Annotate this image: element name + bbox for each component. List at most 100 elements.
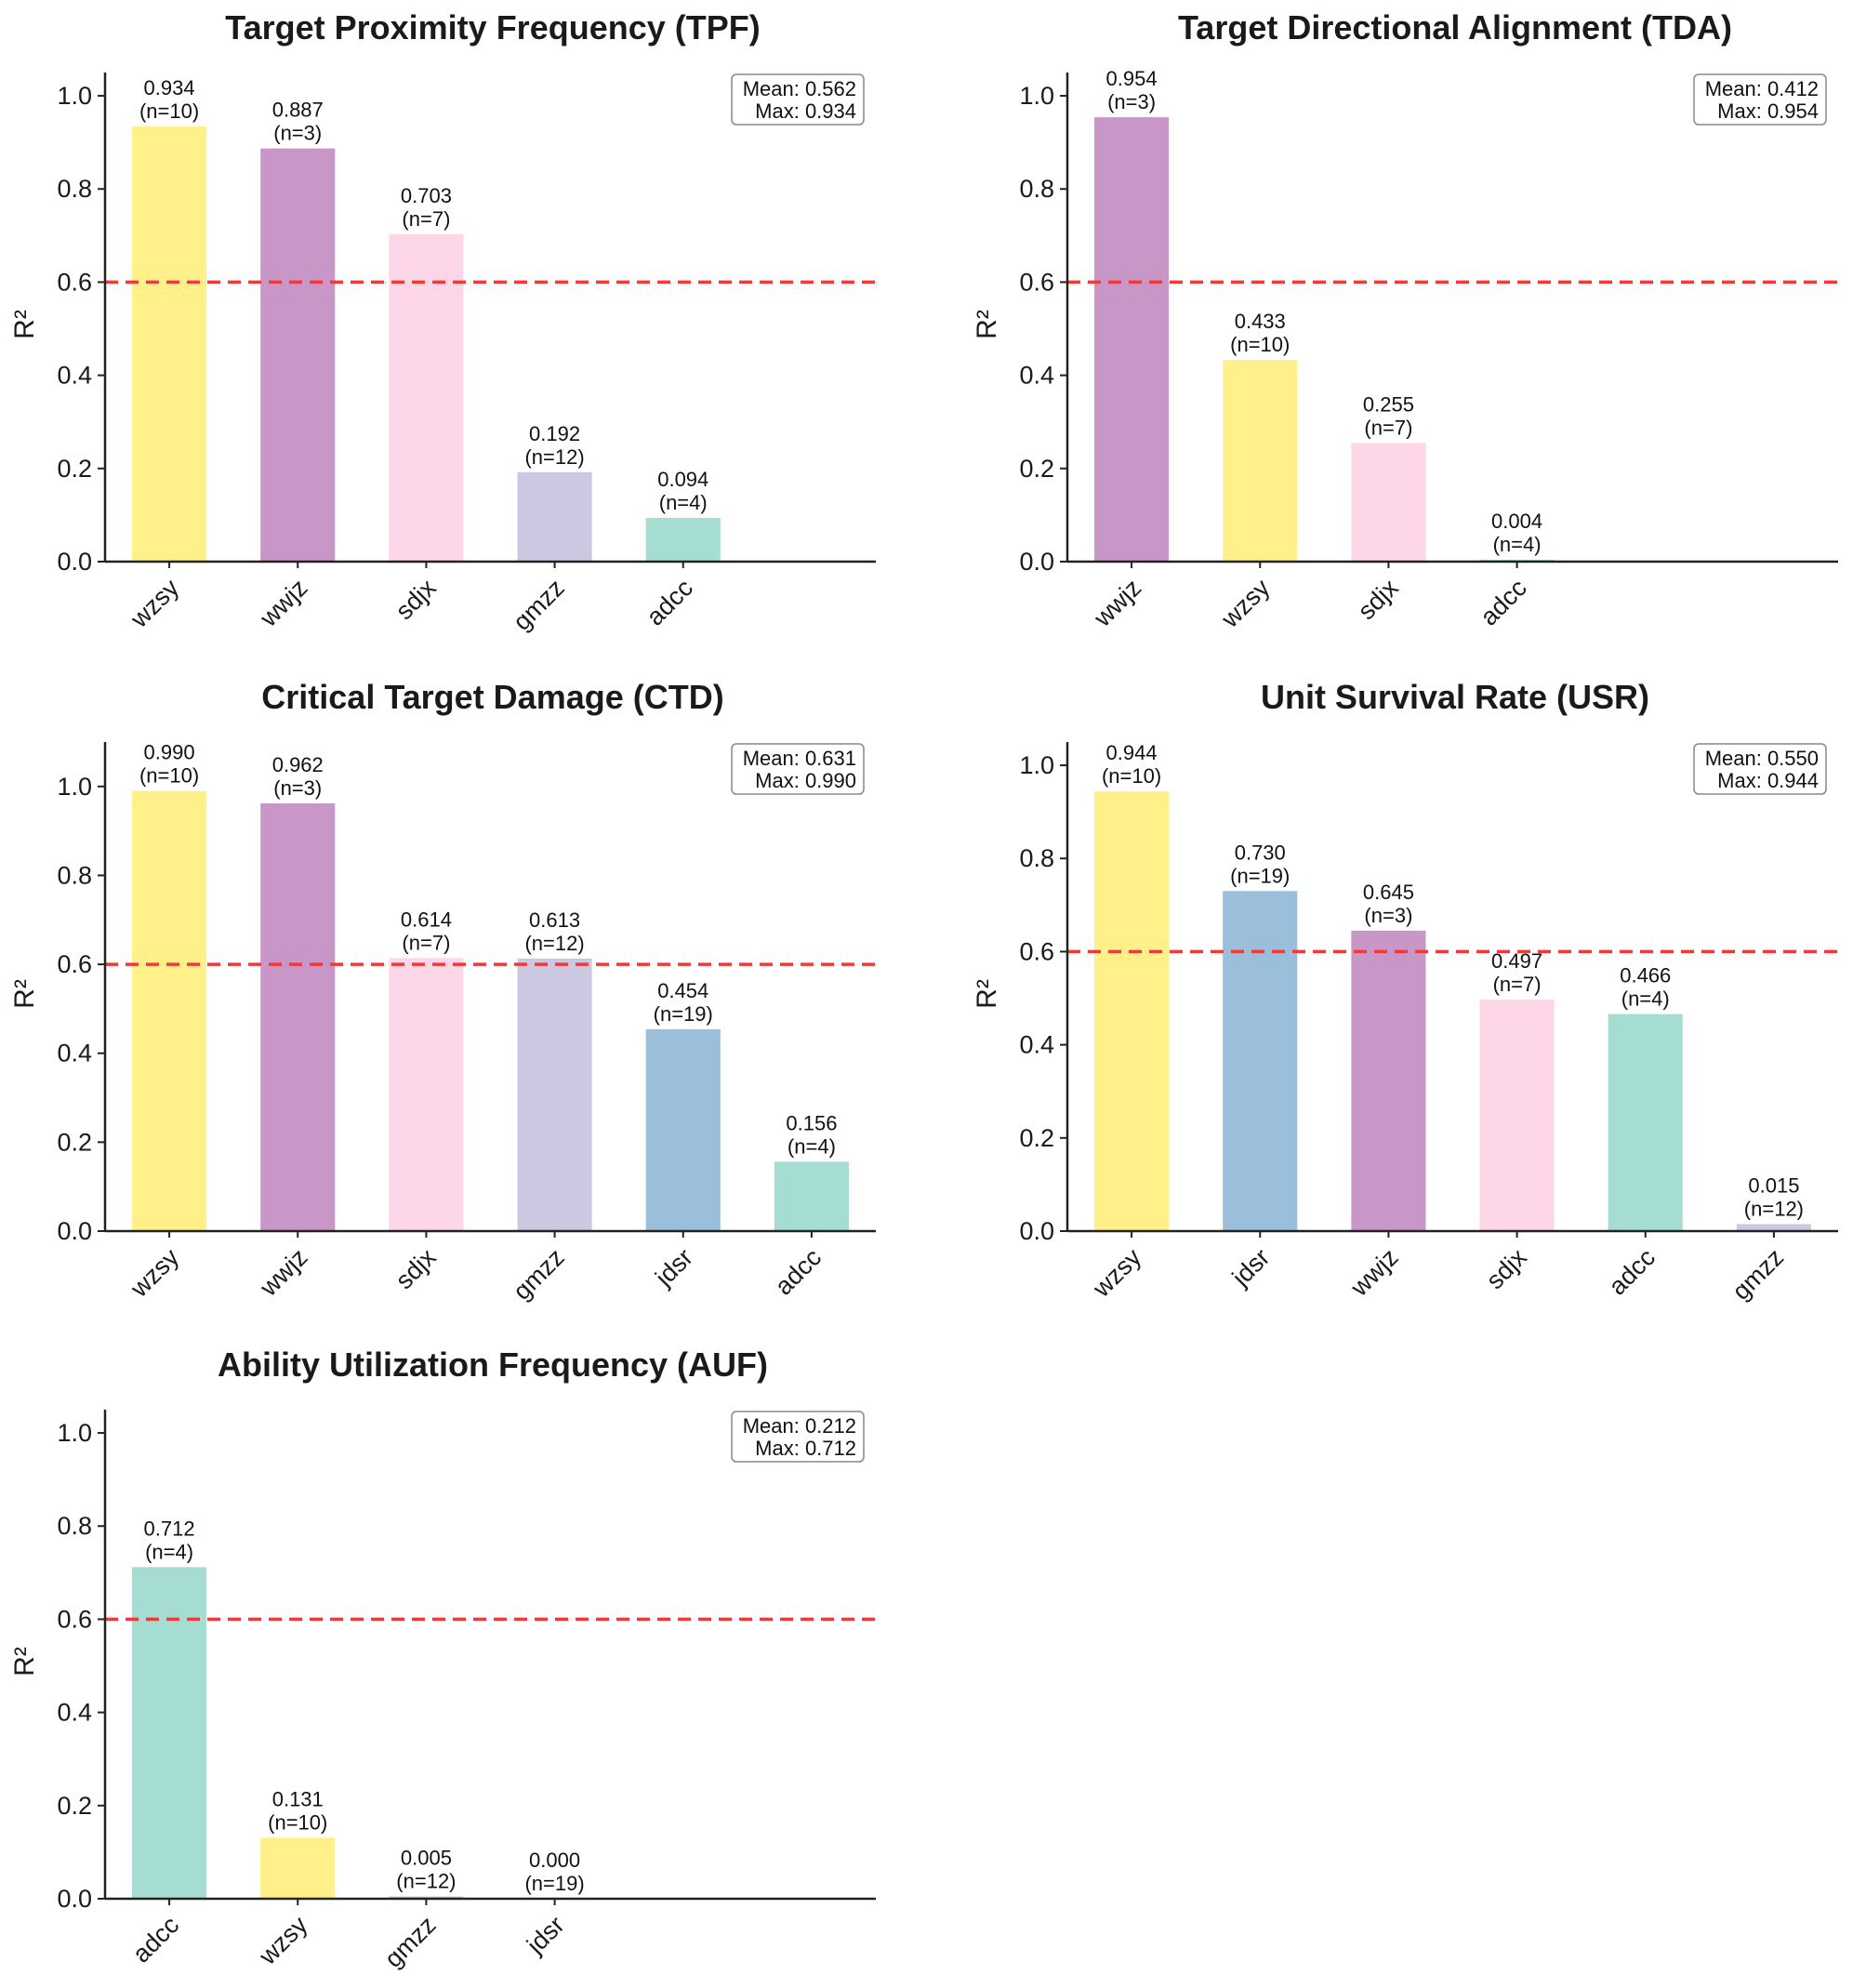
chart-panel-auf: Ability Utilization Frequency (AUF) 0.0 0.… — [0, 1337, 911, 1988]
stats-box — [731, 1411, 865, 1463]
y-tick-label: 1.0 — [1019, 82, 1054, 110]
bar — [1351, 930, 1426, 1231]
bar-n-label: (n=10) — [1102, 764, 1161, 788]
bar-value-label: 0.156 — [786, 1111, 837, 1134]
bar-value-label: 0.944 — [1106, 741, 1158, 764]
chart-svg: Ability Utilization Frequency (AUF) 0.0 0.… — [9, 1345, 876, 1973]
x-tick-label: sdjx — [1481, 1243, 1533, 1295]
bar — [1094, 791, 1170, 1231]
bar-n-label: (n=4) — [1621, 987, 1670, 1011]
y-tick-label: 0.4 — [57, 1699, 92, 1727]
y-tick-label: 0.8 — [1019, 175, 1054, 203]
bar — [389, 958, 464, 1231]
bar-n-label: (n=7) — [1493, 973, 1542, 996]
bar — [132, 126, 207, 562]
bar-value-label: 0.614 — [401, 908, 452, 931]
bar-n-label: (n=12) — [524, 932, 584, 955]
bar-n-label: (n=4) — [659, 491, 708, 514]
bar-n-label: (n=12) — [1744, 1197, 1804, 1220]
chart-svg: Critical Target Damage (CTD) 0.0 0.2 0.4 0.6… — [9, 678, 876, 1305]
y-tick-label: 0.0 — [57, 1217, 92, 1245]
y-axis-label: R² — [972, 979, 1002, 1009]
stats-mean: Mean: 0.412 — [1705, 77, 1819, 100]
y-tick-label: 0.2 — [57, 1792, 92, 1820]
bar-value-label: 0.497 — [1491, 949, 1542, 973]
bar-value-label: 0.466 — [1620, 964, 1671, 987]
y-axis-label: R² — [9, 310, 40, 339]
x-tick-label: wzsy — [1087, 1243, 1147, 1304]
y-tick-label: 1.0 — [57, 1419, 92, 1447]
chart-panel-tda: Target Directional Alignment (TDA) 0.0 0.2… — [962, 0, 1853, 651]
x-tick-label: gmzz — [508, 1243, 570, 1305]
y-tick-label: 0.4 — [57, 362, 92, 390]
bar-value-label: 0.730 — [1235, 841, 1286, 864]
x-tick-label: wwjz — [254, 1243, 312, 1302]
bar-n-label: (n=19) — [1230, 864, 1290, 887]
bar-value-label: 0.255 — [1363, 392, 1414, 416]
bar-value-label: 0.990 — [144, 741, 195, 764]
stats-box — [731, 73, 865, 126]
bar-n-label: (n=19) — [654, 1002, 713, 1026]
bar — [260, 148, 336, 562]
bar — [1351, 443, 1426, 562]
x-tick-label: wwjz — [254, 574, 312, 632]
bar — [132, 1567, 207, 1899]
stats-mean: Mean: 0.631 — [743, 747, 856, 770]
y-tick-label: 0.0 — [57, 1885, 92, 1913]
x-tick-label: sdjx — [390, 574, 442, 626]
stats-max: Max: 0.990 — [755, 769, 856, 792]
bar-n-label: (n=7) — [1364, 416, 1412, 439]
bar-n-label: (n=7) — [402, 207, 450, 231]
bar-n-label: (n=3) — [1364, 904, 1412, 927]
y-tick-label: 0.4 — [1019, 362, 1054, 390]
stats-box — [731, 743, 865, 795]
chart-panel-usr: Unit Survival Rate (USR) 0.0 0.2 0.4 0.6 0.8 1… — [962, 669, 1853, 1320]
bar-n-label: (n=10) — [139, 764, 199, 788]
stats-box — [1693, 73, 1827, 126]
stats-max: Max: 0.934 — [755, 99, 856, 123]
bar-n-label: (n=12) — [396, 1869, 456, 1892]
stats-mean: Mean: 0.550 — [1705, 747, 1819, 770]
y-tick-label: 0.6 — [57, 1605, 92, 1633]
bar — [260, 1837, 336, 1899]
y-axis-label: R² — [972, 310, 1002, 339]
bar-value-label: 0.613 — [529, 908, 580, 932]
bar-value-label: 0.433 — [1235, 310, 1286, 333]
y-tick-label: 0.8 — [1019, 844, 1054, 872]
x-tick-label: adcc — [770, 1243, 827, 1301]
bar-n-label: (n=4) — [145, 1540, 193, 1563]
x-tick-label: wzsy — [125, 574, 185, 634]
y-tick-label: 0.0 — [1019, 548, 1054, 576]
bar-n-label: (n=3) — [273, 776, 322, 800]
bar — [1094, 117, 1170, 562]
bar-value-label: 0.000 — [529, 1849, 580, 1872]
bar-n-label: (n=7) — [402, 931, 450, 954]
y-tick-label: 0.8 — [57, 175, 92, 203]
stats-max: Max: 0.954 — [1717, 99, 1819, 123]
x-tick-label: jdsr — [649, 1243, 698, 1292]
bar-value-label: 0.192 — [529, 422, 580, 445]
x-tick-label: gmzz — [508, 574, 570, 636]
y-tick-label: 0.4 — [57, 1040, 92, 1067]
bar — [517, 471, 592, 562]
bar — [1608, 1014, 1683, 1231]
chart-svg: Unit Survival Rate (USR) 0.0 0.2 0.4 0.6 0.8 1… — [972, 678, 1838, 1305]
bar-value-label: 0.645 — [1363, 881, 1414, 904]
x-tick-label: sdjx — [390, 1243, 442, 1295]
bar-value-label: 0.703 — [401, 184, 452, 207]
x-tick-label: wzsy — [125, 1243, 185, 1304]
y-tick-label: 0.4 — [1019, 1031, 1054, 1059]
y-tick-label: 1.0 — [57, 773, 92, 801]
bar-value-label: 0.004 — [1491, 510, 1542, 533]
bar-value-label: 0.962 — [272, 753, 324, 776]
chart-svg: Target Directional Alignment (TDA) 0.0 0.2… — [972, 8, 1838, 633]
chart-title: Critical Target Damage (CTD) — [261, 678, 723, 716]
y-tick-label: 0.8 — [57, 1512, 92, 1540]
y-tick-label: 0.6 — [57, 268, 92, 296]
y-tick-label: 0.0 — [57, 548, 92, 576]
y-tick-label: 1.0 — [57, 82, 92, 110]
y-tick-label: 1.0 — [1019, 751, 1054, 779]
y-tick-label: 0.2 — [1019, 1124, 1054, 1152]
stats-max: Max: 0.712 — [755, 1437, 856, 1460]
